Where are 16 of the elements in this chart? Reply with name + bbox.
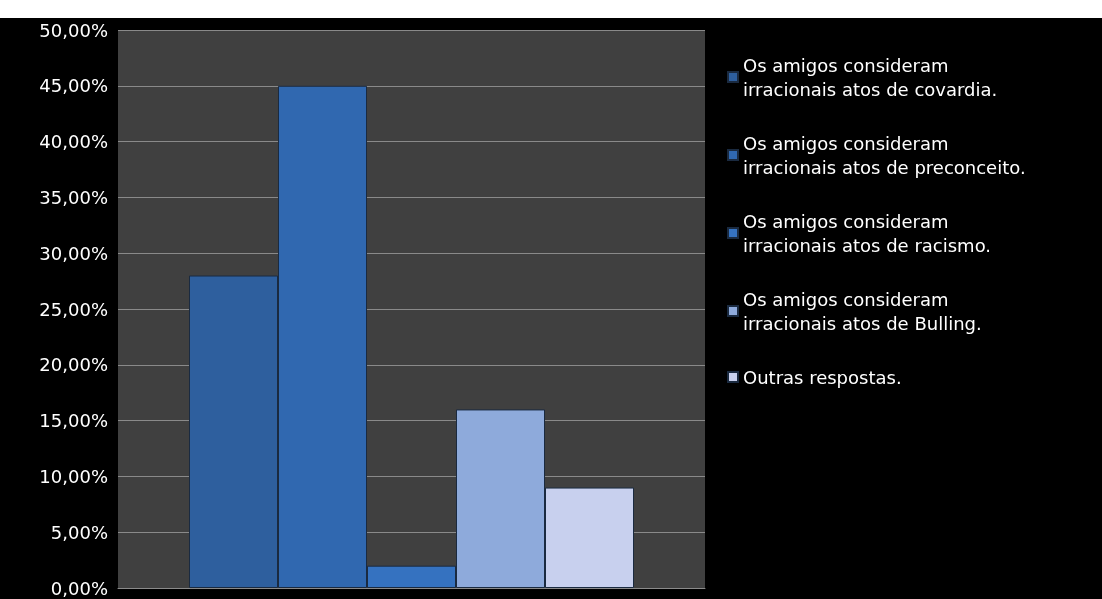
y-tick-label: 35,00% bbox=[39, 186, 108, 208]
legend-label: Outras respostas. bbox=[743, 366, 902, 388]
legend-label: Os amigos consideram irracionais atos de covardia. bbox=[743, 54, 998, 100]
y-tick-label: 45,00% bbox=[39, 75, 108, 97]
legend-label: Os amigos consideram irracionais atos de preconceito. bbox=[743, 132, 1026, 178]
y-tick-label: 0,00% bbox=[50, 577, 108, 599]
y-tick-label: 5,00% bbox=[50, 521, 108, 543]
y-tick-label: 20,00% bbox=[39, 354, 108, 376]
y-tick-label: 15,00% bbox=[39, 410, 108, 432]
y-tick-label: 40,00% bbox=[39, 131, 108, 153]
y-tick-label: 25,00% bbox=[39, 298, 108, 320]
y-tick-label: 10,00% bbox=[39, 465, 108, 487]
y-tick-label: 50,00% bbox=[39, 19, 108, 41]
y-tick-label: 30,00% bbox=[39, 242, 108, 264]
legend-label: Os amigos consideram irracionais atos de Bulling. bbox=[743, 288, 982, 334]
legend-label: Os amigos consideram irracionais atos de racismo. bbox=[743, 210, 992, 256]
